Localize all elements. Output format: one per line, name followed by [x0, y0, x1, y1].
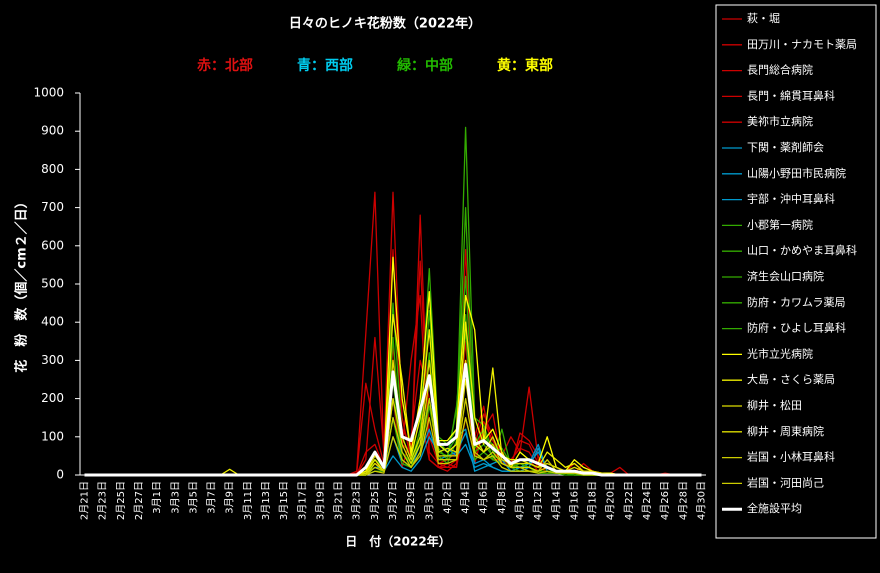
x-tick-label: 4月2日 [441, 481, 453, 514]
x-tick-label: 4月16日 [568, 481, 580, 520]
legend-label: 下関・薬剤師会 [747, 140, 824, 154]
y-tick-label: 100 [41, 429, 64, 443]
x-tick-label: 2月21日 [79, 481, 91, 520]
legend-label: 小郡第一病院 [747, 217, 813, 231]
x-tick-label: 4月18日 [587, 481, 599, 520]
x-tick-label: 3月31日 [423, 481, 435, 520]
x-tick-label: 3月3日 [169, 481, 181, 514]
x-tick-label: 2月23日 [97, 481, 109, 520]
x-tick-label: 4月4日 [460, 481, 472, 514]
x-tick-label: 3月29日 [405, 481, 417, 520]
x-tick-label: 4月26日 [659, 481, 671, 520]
y-tick-label: 900 [41, 124, 64, 138]
x-tick-label: 4月10日 [514, 481, 526, 520]
x-tick-label: 4月28日 [677, 481, 689, 520]
x-tick-label: 3月1日 [151, 481, 163, 514]
x-tick-label: 4月12日 [532, 481, 544, 520]
legend-label: 柳井・松田 [747, 398, 802, 412]
legend-label: 光市立光病院 [747, 346, 813, 360]
region-label: 緑：中部 [397, 57, 453, 74]
legend-label: 田万川・ナカモト薬局 [747, 38, 857, 51]
x-tick-label: 4月8日 [496, 481, 508, 514]
x-tick-label: 3月27日 [387, 481, 399, 520]
x-axis-label: 日 付（2022年） [345, 534, 450, 549]
x-tick-label: 4月6日 [478, 481, 490, 514]
legend-label: 防府・カワムラ薬局 [747, 295, 845, 309]
legend-label: 済生会山口病院 [747, 269, 824, 283]
legend-label: 大島・さくら薬局 [747, 372, 835, 386]
y-axis-label: 花 粉 数（個／cm２／日） [14, 195, 30, 372]
y-tick-label: 1000 [33, 86, 64, 100]
x-tick-label: 4月24日 [641, 481, 653, 520]
y-tick-label: 500 [41, 277, 64, 291]
y-tick-label: 0 [56, 468, 64, 482]
average-line [84, 362, 702, 477]
legend-label: 防府・ひよし耳鼻科 [747, 321, 846, 335]
y-tick-label: 800 [41, 162, 64, 176]
x-tick-label: 3月25日 [369, 481, 381, 520]
x-tick-label: 3月19日 [314, 481, 326, 520]
legend-label: 岩国・河田尚己 [747, 475, 824, 489]
x-tick-label: 3月9日 [224, 481, 236, 514]
x-tick-label: 2月27日 [133, 481, 145, 520]
legend-label: 岩国・小林耳鼻科 [747, 450, 835, 464]
legend-label: 長門・綿貫耳鼻科 [747, 88, 835, 102]
legend-label: 美祢市立病院 [747, 114, 813, 128]
y-tick-label: 600 [41, 238, 64, 252]
y-tick-label: 200 [41, 391, 64, 405]
x-tick-label: 2月25日 [115, 481, 127, 520]
y-tick-label: 300 [41, 353, 64, 367]
legend-label: 柳井・周東病院 [747, 424, 824, 438]
region-label: 黄：東部 [497, 57, 553, 74]
legend-label: 山陽小野田市民病院 [747, 166, 846, 180]
legend-label: 全施設平均 [747, 501, 802, 515]
x-tick-label: 4月20日 [605, 481, 617, 520]
x-tick-label: 4月22日 [623, 481, 635, 520]
x-tick-label: 3月13日 [260, 481, 272, 520]
x-tick-label: 3月11日 [242, 481, 254, 520]
chart-title: 日々のヒノキ花粉数（2022年） [289, 16, 481, 32]
legend-label: 長門総合病院 [747, 63, 813, 77]
x-tick-label: 3月17日 [296, 481, 308, 520]
region-label: 赤：北部 [197, 57, 253, 74]
legend-label: 山口・かめやま耳鼻科 [747, 243, 857, 257]
y-tick-label: 700 [41, 200, 64, 214]
legend-label: 萩・堀 [747, 12, 780, 25]
y-tick-label: 400 [41, 315, 64, 329]
region-label: 青：西部 [297, 57, 353, 74]
legend-label: 宇部・沖中耳鼻科 [747, 192, 835, 206]
x-tick-label: 4月14日 [550, 481, 562, 520]
x-tick-label: 3月7日 [206, 481, 218, 514]
x-tick-label: 3月5日 [187, 481, 199, 514]
x-tick-label: 4月30日 [695, 481, 707, 520]
x-tick-label: 3月23日 [351, 481, 363, 520]
x-tick-label: 3月21日 [333, 481, 345, 520]
legend-box [715, 4, 877, 539]
x-tick-label: 3月15日 [278, 481, 290, 520]
